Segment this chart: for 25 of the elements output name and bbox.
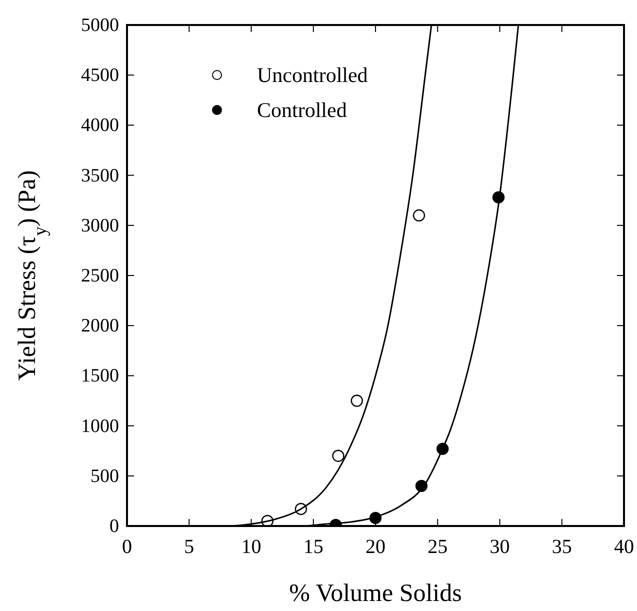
x-tick-label: 30 — [490, 536, 510, 558]
y-tick-label: 5000 — [81, 15, 119, 36]
x-tick-label: 20 — [366, 536, 386, 558]
x-tick-label: 10 — [241, 536, 262, 558]
y-tick-label: 1000 — [81, 416, 119, 437]
point — [332, 450, 344, 462]
y-tick-label: 3000 — [81, 215, 119, 236]
y-tick-label: 1500 — [81, 366, 119, 387]
y-tick-label: 2000 — [81, 316, 119, 337]
y-tick-label: 4500 — [81, 65, 119, 86]
x-axis-title: % Volume Solids — [289, 580, 462, 607]
legend-label: Controlled — [257, 98, 348, 122]
point — [412, 209, 426, 222]
x-tick-label: 35 — [552, 536, 572, 558]
y-tick-label: 3500 — [81, 165, 119, 186]
x-tick-label: 25 — [428, 536, 448, 558]
x-tick-label: 5 — [184, 536, 194, 558]
x-tick-label: 40 — [614, 536, 634, 558]
x-tick-label: 15 — [303, 536, 324, 558]
legend-label: Uncontrolled — [257, 63, 368, 87]
point — [350, 394, 363, 407]
y-tick-label: 4000 — [81, 115, 119, 136]
y-tick-label: 500 — [90, 466, 119, 487]
y-tick-label: 2500 — [81, 266, 119, 286]
y-tick-label: 0 — [110, 516, 119, 537]
